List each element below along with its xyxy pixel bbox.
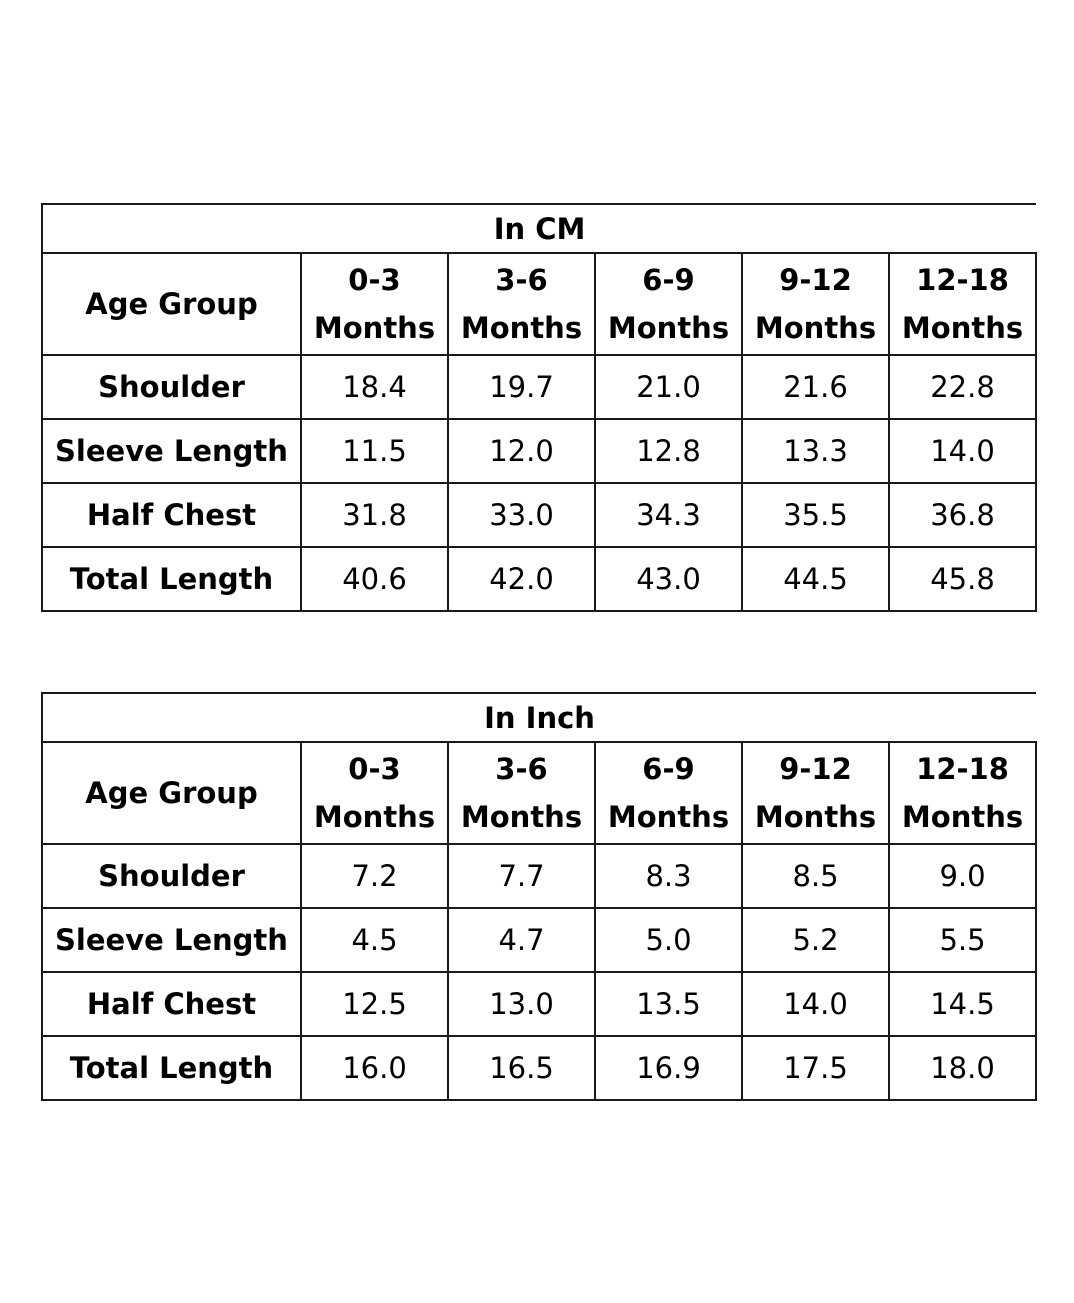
table-row: Half Chest 12.5 13.0 13.5 14.0 14.5 <box>41 971 1038 1037</box>
column-header: 6-9 Months <box>594 252 743 356</box>
table-cell: 17.5 <box>741 1035 890 1101</box>
table-row: Half Chest 31.8 33.0 34.3 35.5 36.8 <box>41 482 1038 548</box>
table-cell: 45.8 <box>887 546 1038 612</box>
table-cell: 14.0 <box>887 418 1038 484</box>
table-cell: 12.0 <box>447 418 596 484</box>
column-header-range: 0-3 <box>348 263 401 297</box>
table-cell: 21.0 <box>594 354 743 420</box>
column-header-range: 6-9 <box>642 752 695 786</box>
table-cell: 13.3 <box>741 418 890 484</box>
row-label: Total Length <box>41 546 302 612</box>
table-cell: 16.9 <box>594 1035 743 1101</box>
table-cell: 31.8 <box>300 482 449 548</box>
column-header-range: 9-12 <box>779 752 852 786</box>
table-cell: 14.0 <box>741 971 890 1037</box>
row-label: Shoulder <box>41 843 302 909</box>
column-header: 9-12 Months <box>741 741 890 845</box>
table-cell: 19.7 <box>447 354 596 420</box>
row-label: Total Length <box>41 1035 302 1101</box>
table-cell: 44.5 <box>741 546 890 612</box>
column-header: 12-18 Months <box>887 252 1038 356</box>
table-cell: 18.0 <box>887 1035 1038 1101</box>
row-label: Half Chest <box>41 482 302 548</box>
table-cell: 8.3 <box>594 843 743 909</box>
table-cell: 22.8 <box>887 354 1038 420</box>
column-header-range: 3-6 <box>495 263 548 297</box>
table-title: In Inch <box>40 692 1037 743</box>
age-group-header: Age Group <box>41 252 302 356</box>
row-label: Sleeve Length <box>41 907 302 973</box>
column-header: 0-3 Months <box>300 741 449 845</box>
column-header-unit: Months <box>313 800 436 834</box>
column-header-range: 12-18 <box>916 263 1009 297</box>
table-row: Shoulder 18.4 19.7 21.0 21.6 22.8 <box>41 354 1038 420</box>
table-cell: 7.7 <box>447 843 596 909</box>
column-header-unit: Months <box>607 311 730 345</box>
row-label: Sleeve Length <box>41 418 302 484</box>
table-cell: 4.5 <box>300 907 449 973</box>
table-cell: 43.0 <box>594 546 743 612</box>
age-group-header: Age Group <box>41 741 302 845</box>
column-header: 3-6 Months <box>447 252 596 356</box>
table-cell: 5.0 <box>594 907 743 973</box>
table-cell: 13.5 <box>594 971 743 1037</box>
table-cell: 33.0 <box>447 482 596 548</box>
column-header: 6-9 Months <box>594 741 743 845</box>
column-header-range: 3-6 <box>495 752 548 786</box>
table-cell: 4.7 <box>447 907 596 973</box>
table-title: In CM <box>40 203 1037 254</box>
table-cell: 42.0 <box>447 546 596 612</box>
table-cell: 5.2 <box>741 907 890 973</box>
column-header-unit: Months <box>901 800 1024 834</box>
table-row: Total Length 40.6 42.0 43.0 44.5 45.8 <box>41 546 1038 612</box>
table-row: Sleeve Length 4.5 4.7 5.0 5.2 5.5 <box>41 907 1038 973</box>
table-cell: 40.6 <box>300 546 449 612</box>
table-cell: 36.8 <box>887 482 1038 548</box>
table-cell: 16.5 <box>447 1035 596 1101</box>
table-title-row: In Inch <box>40 692 1037 743</box>
table-cell: 8.5 <box>741 843 890 909</box>
table-cell: 21.6 <box>741 354 890 420</box>
column-header-unit: Months <box>460 800 583 834</box>
table-cell: 12.5 <box>300 971 449 1037</box>
table-cell: 14.5 <box>887 971 1038 1037</box>
column-header-unit: Months <box>607 800 730 834</box>
column-header: 3-6 Months <box>447 741 596 845</box>
table-cell: 18.4 <box>300 354 449 420</box>
column-header-unit: Months <box>313 311 436 345</box>
column-header-unit: Months <box>460 311 583 345</box>
table-row: Total Length 16.0 16.5 16.9 17.5 18.0 <box>41 1035 1038 1101</box>
column-header-range: 12-18 <box>916 752 1009 786</box>
column-header-unit: Months <box>754 311 877 345</box>
table-cell: 5.5 <box>887 907 1038 973</box>
table-cell: 13.0 <box>447 971 596 1037</box>
table-cell: 11.5 <box>300 418 449 484</box>
table-header-row: Age Group 0-3 Months 3-6 Months 6-9 Months … <box>41 252 1038 356</box>
size-chart-inch-table: In Inch Age Group 0-3 Months 3-6 Months 6-… <box>40 692 1038 1101</box>
table-row: Shoulder 7.2 7.7 8.3 8.5 9.0 <box>41 843 1038 909</box>
table-cell: 35.5 <box>741 482 890 548</box>
column-header-range: 9-12 <box>779 263 852 297</box>
table-title-row: In CM <box>40 203 1037 254</box>
table-cell: 34.3 <box>594 482 743 548</box>
table-cell: 7.2 <box>300 843 449 909</box>
column-header: 9-12 Months <box>741 252 890 356</box>
table-cell: 9.0 <box>887 843 1038 909</box>
table-cell: 12.8 <box>594 418 743 484</box>
row-label: Half Chest <box>41 971 302 1037</box>
size-chart-cm-table: In CM Age Group 0-3 Months 3-6 Months 6-9 M… <box>40 203 1038 612</box>
row-label: Shoulder <box>41 354 302 420</box>
column-header-range: 6-9 <box>642 263 695 297</box>
column-header: 12-18 Months <box>887 741 1038 845</box>
table-row: Sleeve Length 11.5 12.0 12.8 13.3 14.0 <box>41 418 1038 484</box>
table-header-row: Age Group 0-3 Months 3-6 Months 6-9 Months … <box>41 741 1038 845</box>
table-cell: 16.0 <box>300 1035 449 1101</box>
column-header-range: 0-3 <box>348 752 401 786</box>
column-header-unit: Months <box>754 800 877 834</box>
column-header: 0-3 Months <box>300 252 449 356</box>
column-header-unit: Months <box>901 311 1024 345</box>
